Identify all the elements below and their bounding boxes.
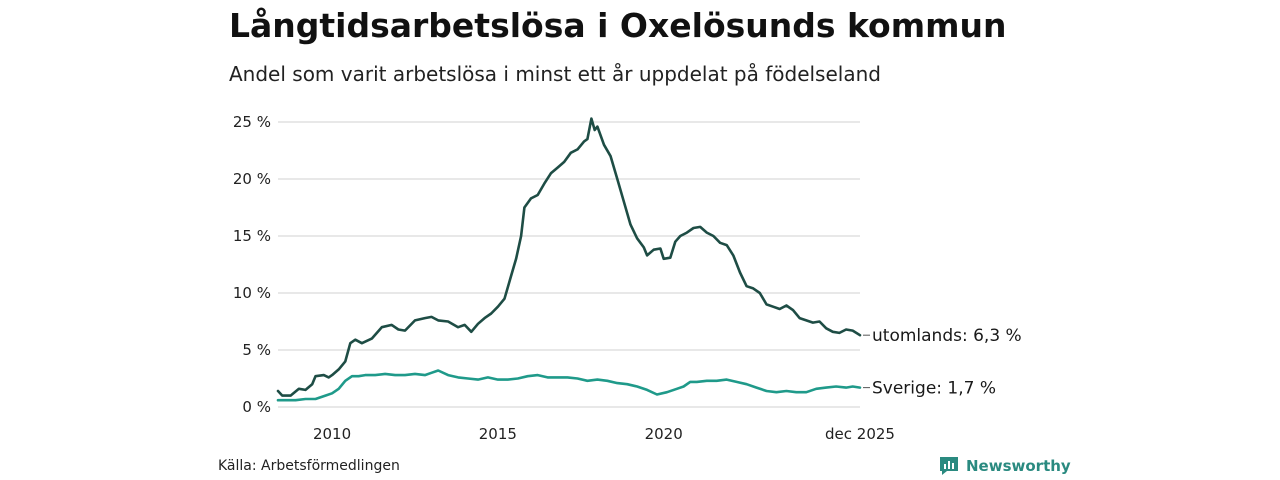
x-tick-label: 2020	[645, 425, 683, 443]
y-tick-label: 20 %	[233, 170, 271, 188]
y-tick-label: 10 %	[233, 284, 271, 302]
y-tick-label: 0 %	[242, 398, 271, 416]
brand-name: Newsworthy	[966, 457, 1071, 475]
y-tick-label: 25 %	[233, 113, 271, 131]
y-tick-label: 5 %	[242, 341, 271, 359]
newsworthy-logo-icon	[940, 457, 958, 475]
grid-lines	[278, 121, 860, 408]
y-axis-ticks: 0 % 5 % 10 % 15 % 20 % 25 %	[233, 113, 271, 416]
series-end-label-utomlands: utomlands: 6,3 %	[872, 326, 1022, 346]
x-tick-label: 2010	[313, 425, 351, 443]
x-axis-ticks: 2010 2015 2020 dec 2025	[313, 425, 895, 443]
chart-subtitle: Andel som varit arbetslösa i minst ett å…	[229, 62, 881, 86]
series-lines	[276, 117, 862, 402]
brand-logo: Newsworthy	[938, 455, 1071, 477]
source-note: Källa: Arbetsförmedlingen	[218, 458, 400, 474]
series-line-utomlands	[276, 117, 862, 397]
series-line-sverige	[276, 369, 862, 402]
series-end-labels: utomlands: 6,3 % Sverige: 1,7 %	[863, 326, 1022, 399]
x-tick-label: 2015	[479, 425, 517, 443]
y-tick-label: 15 %	[233, 227, 271, 245]
series-end-label-sverige: Sverige: 1,7 %	[872, 379, 996, 399]
x-tick-label: dec 2025	[825, 425, 895, 443]
chart-title: Långtidsarbetslösa i Oxelösunds kommun	[229, 6, 1007, 45]
